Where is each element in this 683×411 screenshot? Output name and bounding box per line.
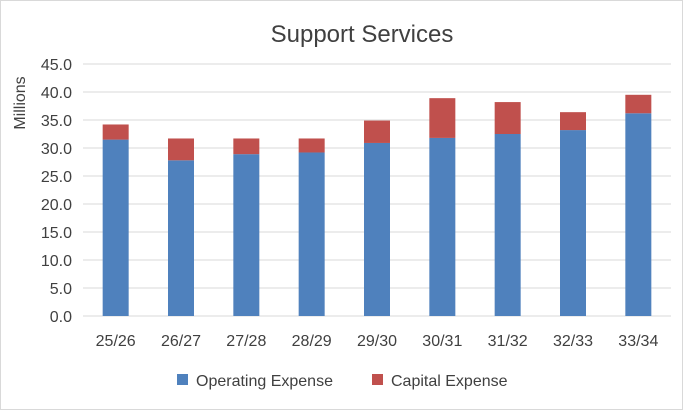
y-tick-label: 20.0 <box>41 197 72 214</box>
y-tick-label: 35.0 <box>41 113 72 130</box>
capital-expense-bar <box>429 98 456 138</box>
y-axis-ticks: 0.0 5.0 10.0 15.0 20.0 25.0 30.0 35.0 40.0 45.0 <box>41 57 72 326</box>
x-tick-label: 25/26 <box>96 333 136 350</box>
x-tick-label: 33/34 <box>618 333 658 350</box>
operating-expense-bar <box>429 137 456 316</box>
operating-expense-bar <box>233 154 260 316</box>
x-axis-ticks: 25/26 26/27 27/28 28/29 29/30 30/31 31/32 32/33… <box>96 333 659 350</box>
operating-expense-bar <box>102 139 129 316</box>
capital-expense-bar <box>560 112 586 131</box>
y-tick-label: 15.0 <box>41 225 72 242</box>
x-tick-label: 26/27 <box>161 333 201 350</box>
capital-expense-bar <box>298 138 325 153</box>
y-tick-label: 25.0 <box>41 169 72 186</box>
capital-expense-bar <box>494 102 521 134</box>
operating-expense-bar <box>298 152 325 316</box>
x-tick-label: 32/33 <box>553 333 593 350</box>
legend: Operating Expense Capital Expense <box>177 373 508 390</box>
y-tick-label: 0.0 <box>50 309 72 326</box>
y-tick-label: 40.0 <box>41 85 72 102</box>
x-tick-label: 29/30 <box>357 333 397 350</box>
operating-expense-bar <box>625 113 652 316</box>
operating-expense-bar <box>494 134 521 316</box>
operating-expense-bar <box>560 130 586 316</box>
bars <box>102 94 652 316</box>
y-tick-label: 30.0 <box>41 141 72 158</box>
y-tick-label: 5.0 <box>50 281 72 298</box>
y-tick-label: 45.0 <box>41 57 72 74</box>
y-axis-label: Millions <box>12 76 29 129</box>
x-tick-label: 30/31 <box>422 333 462 350</box>
x-tick-label: 27/28 <box>226 333 266 350</box>
chart-title: Support Services <box>271 21 454 48</box>
operating-expense-bar <box>168 160 194 316</box>
x-tick-label: 28/29 <box>292 333 332 350</box>
legend-swatch <box>372 374 383 385</box>
capital-expense-bar <box>233 138 260 155</box>
legend-label: Capital Expense <box>391 373 508 390</box>
operating-expense-bar <box>364 142 390 316</box>
x-tick-label: 31/32 <box>488 333 528 350</box>
capital-expense-bar <box>364 120 390 143</box>
capital-expense-bar <box>168 138 194 161</box>
legend-label: Operating Expense <box>196 373 333 390</box>
legend-swatch <box>177 374 188 385</box>
y-tick-label: 10.0 <box>41 253 72 270</box>
capital-expense-bar <box>102 124 129 140</box>
capital-expense-bar <box>625 94 652 114</box>
